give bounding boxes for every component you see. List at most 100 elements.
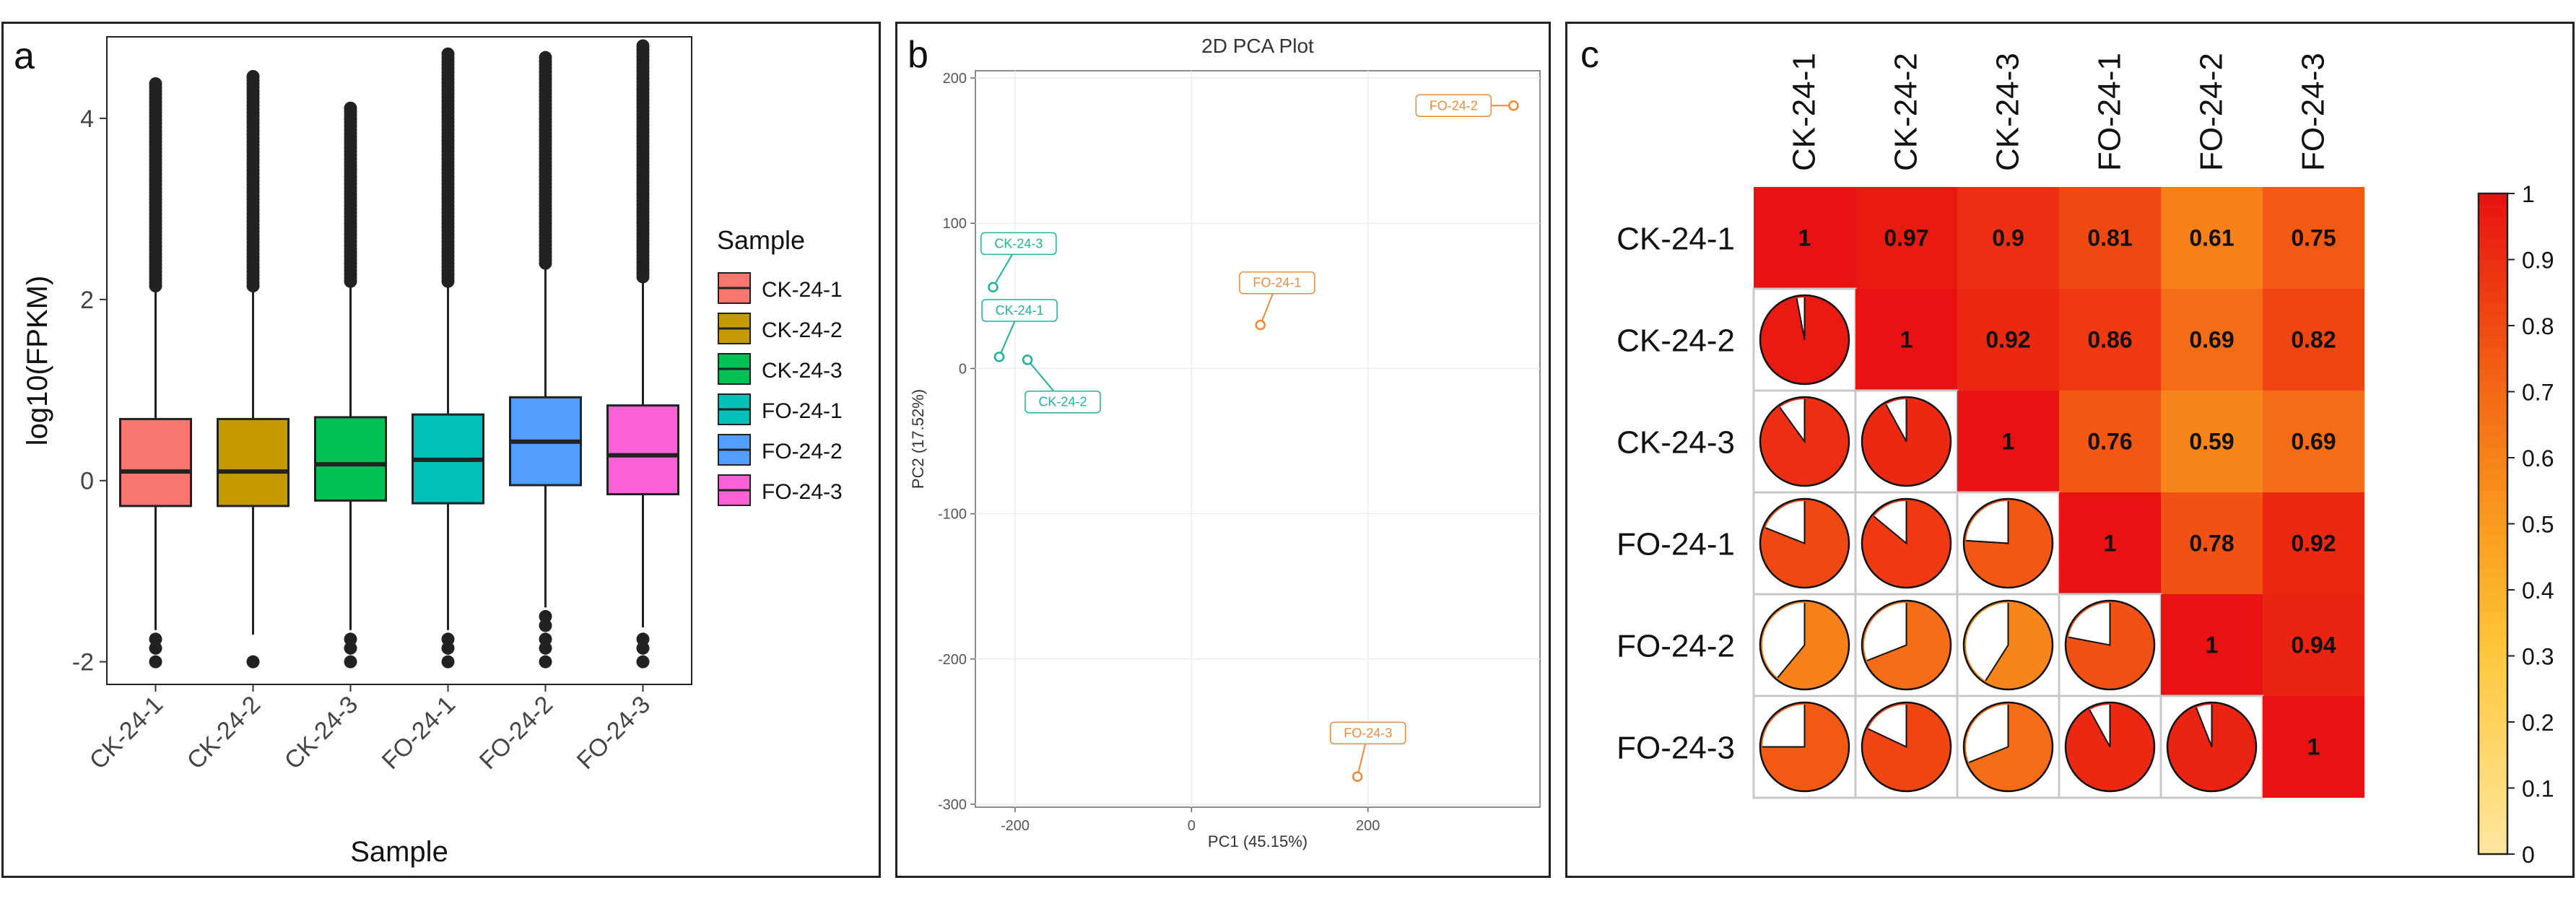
heatmap-cell [2059,187,2161,289]
legend-title: Sample [717,225,805,255]
y-axis-label: PC2 (17.52%) [909,389,927,489]
outlier-point [539,51,552,64]
pie-outline [2166,701,2258,793]
pie-outline-color [1760,295,1849,384]
legend-item-CK-24-2: CK-24-2 [718,313,843,344]
heatmap-cell [1855,187,1957,289]
colorbar-tick-label: 0.9 [2522,248,2554,274]
cell-value: 0.59 [2189,429,2234,455]
y-tick-label: 2 [80,287,94,314]
heatmap-cell [1957,391,2059,492]
heatmap-cell [2263,187,2364,289]
point-label: CK-24-3 [994,236,1043,251]
y-tick-label: 200 [943,71,967,87]
colorbar-segment [2479,656,2507,668]
x-tick-label: CK-24-3 [279,691,363,775]
cell-value: 0.76 [2087,429,2132,455]
heatmap-cell [2161,187,2263,289]
heatmap-cell [2161,391,2263,492]
colorbar-segment [2479,700,2507,712]
outlier-point [539,609,552,623]
legend-label: FO-24-3 [762,480,843,504]
column-label: CK-24-3 [1990,53,2026,171]
colorbar-segment [2479,722,2507,734]
colorbar-segment [2479,788,2507,800]
heatmap-cell [2059,391,2161,492]
colorbar-segment [2479,810,2507,822]
outlier-point [441,641,455,655]
outlier-point [149,655,162,669]
pca-point [1022,354,1033,365]
colorbar-segment [2479,469,2507,481]
colorbar-segment [2479,645,2507,657]
box-FO-24-3 [606,39,679,669]
cell-value: 0.92 [2291,531,2336,557]
pie-outline-color [1760,397,1849,486]
heatmap-cell [2263,696,2364,798]
row-label: CK-24-3 [1616,425,1735,461]
box-body [606,404,679,496]
colorbar-segment [2479,634,2507,646]
colorbar-segment [2479,710,2507,723]
heatmap-cell [2161,594,2263,696]
plot-area [975,70,1541,808]
outlier-point [636,655,650,669]
point-label: FO-24-1 [1253,276,1301,290]
box-CK-24-2 [217,70,290,669]
colorbar-segment [2479,347,2507,360]
colorbar-segment [2479,744,2507,756]
pca-point [1352,771,1363,783]
pie-outline-color [1964,601,2053,689]
legend-item-FO-24-3: FO-24-3 [718,474,843,506]
pie-cell [1752,389,1857,494]
outlier-point [149,77,162,90]
panel-a-boxplot: a -2 0 2 4 log10(FPKM) CK-24-1 CK-24-2 CK-24-3 FO… [1,22,881,878]
pie-outline [2064,701,2156,793]
pie-cell [1956,491,2061,596]
cell-value: 0.97 [1884,225,1928,251]
colorbar-segment [2479,601,2507,613]
box-FO-24-1 [412,47,484,669]
cell-value: 0.86 [2087,327,2132,353]
outlier-point [246,70,260,83]
cell-value: 1 [2307,734,2320,760]
point-label-box [980,232,1057,256]
x-tick-label: FO-24-1 [377,691,461,775]
colorbar-segment [2479,611,2507,624]
panel-c-correlation: c CK-24-1 CK-24-2 CK-24-3 FO-24-1 FO-24-2 FO-2… [1565,22,2575,878]
outlier-point [149,632,162,646]
pie-outline-color [2066,702,2154,791]
pie-outline [1962,701,2054,793]
box-CK-24-3 [314,101,387,669]
pie-cell [1956,593,2061,697]
colorbar-segment [2479,567,2507,580]
colorbar-tick-label: 0.7 [2522,380,2554,406]
outlier-point [344,101,357,115]
colorbar-segment [2479,282,2507,294]
pie-outline [1759,396,1850,487]
colorbar-segment [2479,215,2507,227]
pie-outline [1861,497,1952,589]
colorbar-segment [2479,248,2507,261]
pie-outline-color [1964,702,2053,791]
legend-item-FO-24-1: FO-24-1 [718,393,843,425]
heatmap-cell [2263,594,2364,696]
row-label: CK-24-1 [1616,222,1735,257]
pie-cell [1854,593,1959,697]
pie-cell [1956,695,2061,799]
colorbar-segment [2479,578,2507,591]
x-tick-label: 0 [1188,818,1196,834]
pie-cell [1752,695,1857,799]
colorbar-segment [2479,238,2507,250]
colorbar-segment [2479,523,2507,536]
colorbar-segment [2479,204,2507,217]
outlier-point [344,641,357,655]
colorbar-segment [2479,414,2507,426]
colorbar-segment [2479,622,2507,635]
pie-cell [2058,593,2162,697]
point-label-box [1239,271,1315,295]
column-label: CK-24-1 [1787,53,1822,171]
y-tick-label: -300 [938,797,967,813]
colorbar-segment [2479,754,2507,767]
